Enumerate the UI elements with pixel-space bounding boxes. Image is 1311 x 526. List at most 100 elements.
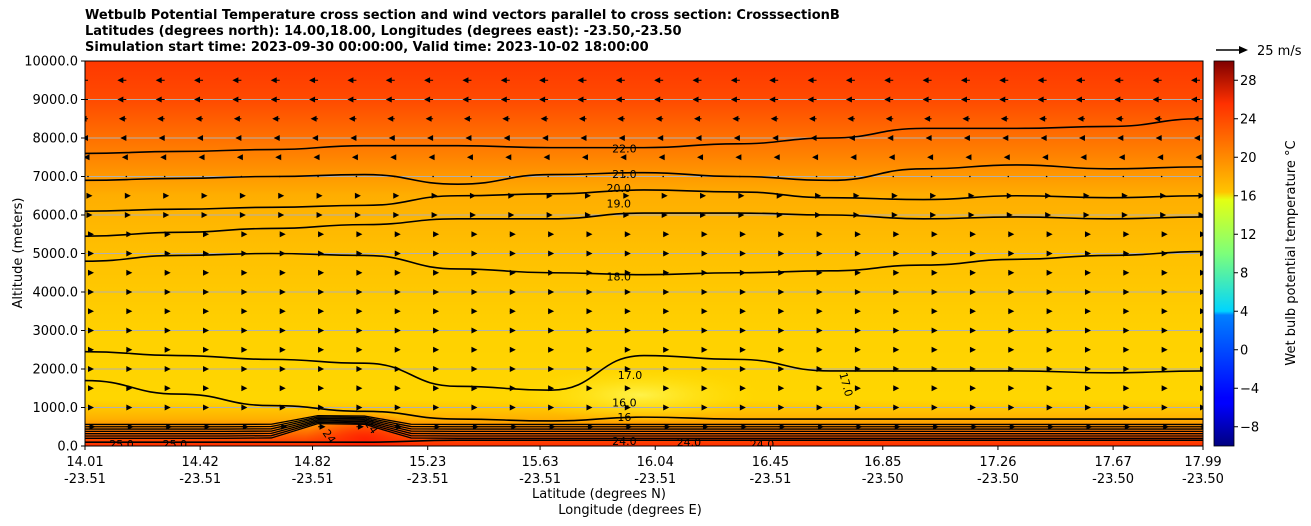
wind-vector bbox=[701, 327, 708, 334]
wind-vector bbox=[203, 250, 210, 257]
wind-vector bbox=[509, 231, 516, 238]
wind-vector bbox=[617, 115, 624, 122]
wind-vector bbox=[730, 77, 737, 84]
wind-vector bbox=[854, 231, 861, 238]
wind-vector bbox=[546, 192, 553, 199]
y-tick-label: 5000.0 bbox=[33, 247, 79, 262]
wind-vector bbox=[424, 96, 431, 103]
wind-vector bbox=[1191, 77, 1197, 84]
wind-vector bbox=[431, 212, 438, 218]
contour-line bbox=[85, 422, 1203, 439]
wind-vector bbox=[1200, 366, 1203, 372]
wind-vector bbox=[893, 308, 900, 315]
wind-vector bbox=[657, 135, 664, 141]
wind-vector bbox=[1123, 231, 1130, 238]
wind-vector bbox=[279, 231, 286, 238]
wind-vector bbox=[425, 115, 432, 122]
wind-vector bbox=[963, 135, 970, 141]
wind-vector bbox=[663, 231, 670, 238]
wind-vector bbox=[1084, 308, 1091, 315]
wind-vector bbox=[1154, 115, 1161, 122]
wind-vector bbox=[164, 289, 171, 295]
wind-vector bbox=[887, 135, 894, 141]
wind-vector bbox=[701, 308, 708, 315]
wind-vector bbox=[1163, 423, 1170, 430]
wind-vector bbox=[385, 77, 392, 84]
wind-vector bbox=[232, 96, 239, 103]
wind-vector bbox=[505, 154, 512, 161]
contour-line bbox=[85, 212, 1203, 237]
contour-label: 19.0 bbox=[606, 197, 631, 210]
wind-vector bbox=[88, 385, 94, 392]
wind-vector bbox=[1123, 269, 1130, 276]
wind-vector bbox=[471, 269, 478, 276]
wind-vector bbox=[626, 423, 633, 430]
wind-vector bbox=[1155, 135, 1162, 141]
wind-vector bbox=[663, 250, 670, 257]
contour-label: 16 bbox=[617, 411, 631, 424]
wind-vector bbox=[433, 346, 440, 353]
wind-vector bbox=[624, 346, 631, 353]
wind-vector bbox=[316, 212, 323, 218]
wind-vector bbox=[195, 115, 202, 122]
wind-vector bbox=[547, 175, 549, 178]
wind-vector bbox=[1200, 327, 1203, 334]
wind-vector bbox=[586, 231, 593, 238]
wind-vector bbox=[816, 346, 823, 353]
x-axis-label: Latitude (degrees N) bbox=[532, 487, 666, 502]
wind-vector bbox=[548, 327, 555, 334]
y-tick-label: 1000.0 bbox=[33, 401, 79, 416]
wind-vector bbox=[350, 135, 357, 141]
wind-vector bbox=[778, 385, 785, 392]
wind-vector bbox=[1046, 385, 1053, 392]
wind-vector bbox=[965, 154, 972, 161]
wind-vector bbox=[548, 308, 555, 315]
wind-vector bbox=[1008, 269, 1015, 276]
wind-vector bbox=[471, 385, 478, 392]
wind-vector bbox=[312, 135, 319, 141]
wind-vector bbox=[700, 212, 707, 218]
wind-vector bbox=[586, 250, 593, 257]
wind-vector bbox=[548, 385, 555, 392]
wind-vector bbox=[1008, 404, 1015, 411]
wind-vector bbox=[279, 385, 286, 392]
wind-vector bbox=[931, 366, 938, 372]
wind-vector bbox=[155, 96, 162, 103]
wind-vector bbox=[1198, 192, 1203, 199]
wind-vector bbox=[1008, 327, 1015, 334]
wind-vector bbox=[968, 192, 975, 199]
wind-vector bbox=[778, 269, 785, 276]
wind-vector bbox=[770, 115, 777, 122]
wind-vector bbox=[1195, 154, 1202, 161]
wind-vector bbox=[166, 423, 173, 430]
y-tick-label: 3000.0 bbox=[33, 324, 79, 339]
wind-vector bbox=[930, 175, 933, 178]
wind-vector bbox=[126, 327, 133, 334]
wind-vector bbox=[933, 423, 940, 430]
wind-vector bbox=[1037, 96, 1044, 103]
wind-vector bbox=[969, 269, 976, 276]
wind-vector bbox=[969, 289, 976, 295]
wind-vector bbox=[356, 231, 363, 238]
wind-vector bbox=[278, 192, 285, 199]
wind-vector bbox=[1046, 366, 1053, 372]
wind-vector bbox=[202, 175, 204, 178]
x-tick-label-lat: 16.45 bbox=[752, 455, 789, 470]
wind-vector bbox=[624, 327, 631, 334]
wind-vector bbox=[241, 250, 248, 257]
wind-vector bbox=[1161, 250, 1168, 257]
wind-vector bbox=[471, 327, 478, 334]
x-tick-label-lon: -23.51 bbox=[749, 472, 791, 487]
wind-vector bbox=[624, 175, 626, 178]
quiver-key-label: 25 m/s bbox=[1257, 44, 1302, 59]
colorbar-tick-label: 24 bbox=[1240, 112, 1257, 127]
contour-label: 18.0 bbox=[606, 271, 631, 284]
wind-vector bbox=[584, 212, 591, 218]
wind-vector bbox=[279, 346, 286, 353]
wind-vector bbox=[854, 289, 861, 295]
chart-title-line-2: Latitudes (degrees north): 14.00,18.00, … bbox=[85, 24, 682, 39]
wind-vector bbox=[931, 308, 938, 315]
wind-vector bbox=[893, 404, 900, 411]
wind-vector bbox=[930, 192, 937, 199]
wind-vector bbox=[241, 289, 248, 295]
